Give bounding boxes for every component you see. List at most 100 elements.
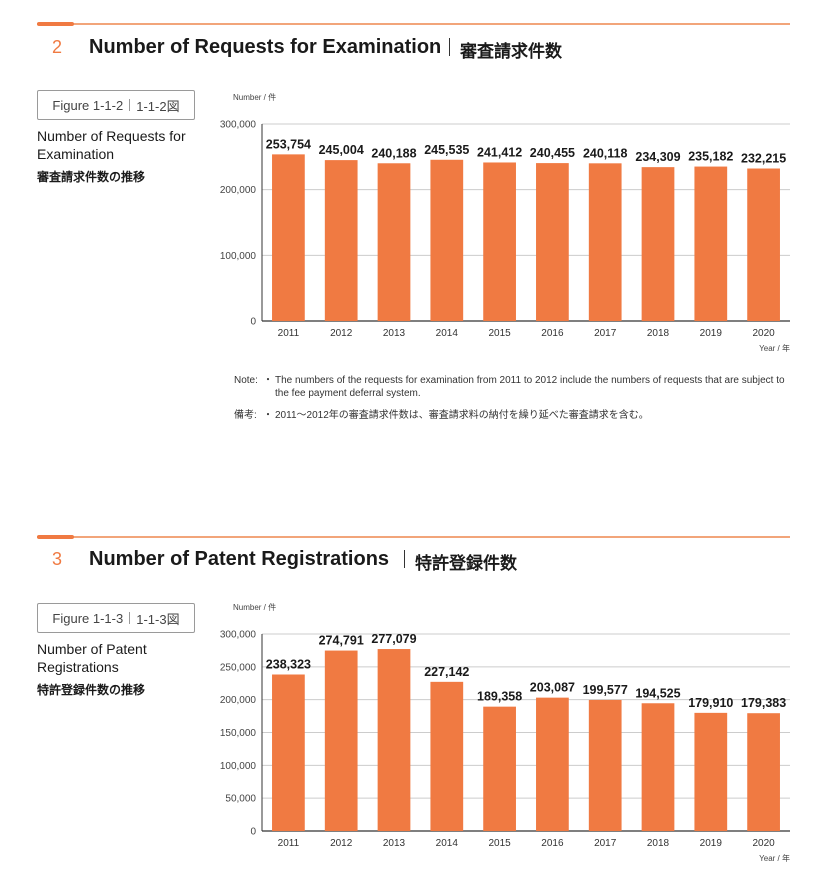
section-3-title-separator [404, 550, 405, 568]
requests-ytick-label: 100,000 [220, 251, 257, 262]
requests-xtick-label: 2012 [330, 328, 353, 339]
requests-xlabel: Year / 年 [759, 343, 790, 353]
registrations-ytick-label: 50,000 [225, 794, 256, 805]
registrations-ytick-label: 0 [250, 827, 256, 838]
registrations-value-label: 179,383 [741, 696, 786, 710]
registrations-xtick-label: 2016 [541, 838, 564, 849]
requests-ytick-label: 300,000 [220, 120, 257, 131]
registrations-bar [377, 649, 411, 831]
registrations-xlabel: Year / 年 [759, 853, 790, 863]
requests-xtick-label: 2015 [488, 328, 511, 339]
registrations-bar [324, 650, 358, 831]
registrations-ytick-label: 250,000 [220, 662, 257, 673]
registrations-value-label: 238,323 [266, 658, 311, 672]
figure-label: Figure 1-1-2 [52, 97, 124, 113]
figure-1-1-2-title: Number of Requests for Examination [37, 128, 186, 162]
requests-bar [588, 163, 622, 321]
section-2-title-ja: 審査請求件数 [460, 42, 562, 61]
note-label: Note: [234, 375, 258, 386]
section-2-number: 2 [52, 37, 63, 57]
registrations-value-label: 189,358 [477, 690, 522, 704]
requests-value-label: 232,215 [741, 152, 786, 166]
section-3-number: 3 [52, 549, 63, 569]
requests-bar [536, 163, 569, 321]
requests-xtick-label: 2011 [278, 328, 300, 339]
registrations-value-label: 274,791 [319, 634, 364, 648]
registrations-ytick-label: 100,000 [220, 761, 257, 772]
requests-value-label: 235,182 [688, 150, 733, 164]
registrations-bar [536, 697, 569, 831]
registrations-xtick-label: 2019 [700, 838, 723, 849]
requests-value-label: 253,754 [266, 137, 311, 151]
figure-label-divider [129, 612, 131, 624]
requests-chart: Number / 件 0 100,000 200,000 300,000 253,754 2… [220, 92, 790, 353]
registrations-value-label: 203,087 [530, 681, 575, 695]
section-3-title: Number of Patent Registrations [89, 548, 390, 570]
registrations-xtick-label: 2018 [647, 838, 670, 849]
registrations-ytick-label: 150,000 [220, 728, 257, 739]
registrations-bar [483, 706, 516, 831]
registrations-bar [641, 703, 675, 831]
requests-xtick-label: 2016 [541, 328, 564, 339]
registrations-bar [747, 713, 780, 831]
registrations-value-label: 199,577 [583, 683, 628, 697]
note-text-ja: 2011～2012年の審査請求件数は、審査請求料の納付を繰り延べた審査請求を含む… [275, 410, 649, 421]
registrations-ylabel: Number / 件 [233, 602, 276, 612]
requests-ylabel: Number / 件 [233, 92, 276, 102]
note-label-ja: 備考: [234, 410, 257, 421]
note-bullet: ・ [263, 375, 273, 386]
requests-value-label: 241,412 [477, 145, 522, 159]
figure-1-1-2-title-ja: 審査請求件数の推移 [37, 170, 146, 184]
requests-bar [483, 162, 516, 321]
note-bullet-ja: ・ [263, 410, 273, 421]
figure-label: Figure 1-1-3 [52, 610, 124, 626]
section-2-rule-accent [37, 22, 74, 26]
figure-1-1-2-label: Figure 1-1-2 1-1-2図 [37, 90, 195, 120]
registrations-bar [430, 681, 464, 831]
requests-bar [430, 159, 464, 321]
requests-xtick-label: 2019 [700, 328, 723, 339]
section-3-rule-accent [37, 535, 74, 539]
registrations-xtick-label: 2013 [383, 838, 406, 849]
registrations-bar [588, 699, 622, 831]
registrations-xtick-label: 2020 [752, 838, 775, 849]
section-3-title-ja: 特許登録件数 [415, 554, 517, 573]
registrations-value-label: 277,079 [371, 632, 416, 646]
registrations-bar [694, 712, 728, 831]
registrations-value-label: 179,910 [688, 696, 733, 710]
figure-1-1-3-label: Figure 1-1-3 1-1-3図 [37, 603, 195, 633]
figure-1-1-3-title: Number of Patent Registrations [37, 641, 147, 675]
requests-value-label: 240,455 [530, 146, 575, 160]
requests-xtick-label: 2020 [752, 328, 775, 339]
figure-1-1-3-title-ja: 特許登録件数の推移 [37, 683, 146, 697]
registrations-xtick-label: 2012 [330, 838, 353, 849]
registrations-value-label: 194,525 [635, 686, 680, 700]
registrations-xtick-label: 2014 [436, 838, 459, 849]
section-3-rule [37, 536, 790, 538]
registrations-value-label: 227,142 [424, 665, 469, 679]
requests-ytick-label: 0 [250, 317, 256, 328]
requests-bar [377, 163, 411, 321]
requests-value-label: 245,004 [319, 143, 364, 157]
note-text: The numbers of the requests for examinat… [275, 375, 785, 399]
section-2-title-separator [449, 38, 450, 56]
figure-label-ja: 1-1-2図 [136, 98, 180, 114]
requests-bar [641, 167, 675, 321]
registrations-xtick-label: 2015 [488, 838, 511, 849]
requests-value-label: 240,118 [583, 146, 628, 160]
figure-label-divider [129, 99, 131, 111]
registrations-ytick-label: 200,000 [220, 695, 257, 706]
requests-bar [324, 160, 358, 321]
requests-ytick-label: 200,000 [220, 185, 257, 196]
requests-xtick-label: 2013 [383, 328, 406, 339]
registrations-xtick-label: 2017 [594, 838, 617, 849]
registrations-xtick-label: 2011 [278, 838, 300, 849]
registrations-ytick-label: 300,000 [220, 630, 257, 641]
section-2-rule [37, 23, 790, 25]
figure-label-ja: 1-1-3図 [136, 611, 180, 627]
requests-value-label: 240,188 [371, 146, 416, 160]
requests-bar [694, 166, 728, 321]
requests-value-label: 245,535 [424, 143, 469, 157]
requests-xtick-label: 2014 [436, 328, 459, 339]
